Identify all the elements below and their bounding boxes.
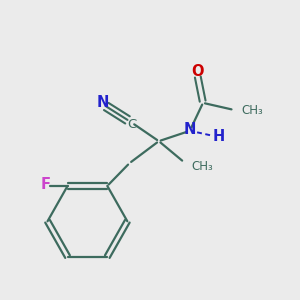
Text: N: N xyxy=(97,95,109,110)
Text: CH₃: CH₃ xyxy=(191,160,213,173)
Text: N: N xyxy=(184,122,196,137)
Text: O: O xyxy=(191,64,203,80)
Text: F: F xyxy=(41,177,51,192)
Text: C: C xyxy=(128,118,137,131)
Text: CH₃: CH₃ xyxy=(241,104,263,117)
Text: H: H xyxy=(212,129,224,144)
